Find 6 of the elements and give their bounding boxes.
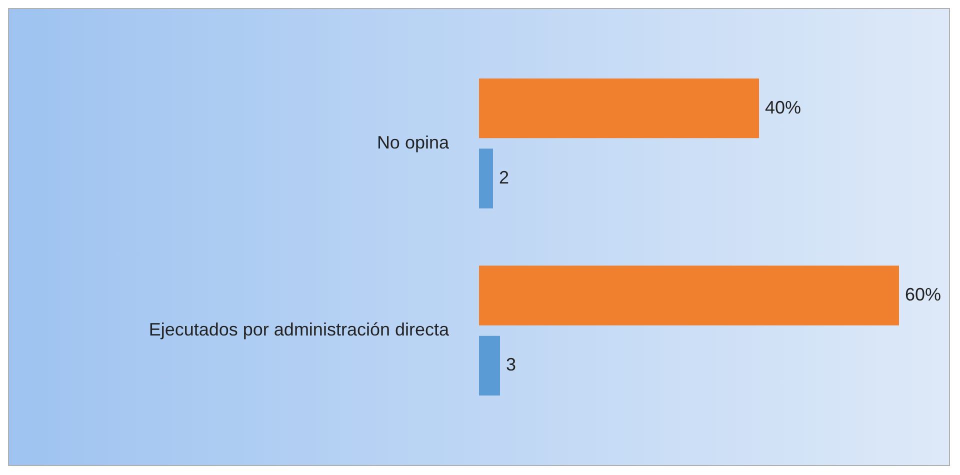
data-label: 40% xyxy=(765,97,802,118)
y-tick-label: Ejecutados por administración directa xyxy=(148,320,450,340)
data-label: 3 xyxy=(506,354,516,375)
data-label: 2 xyxy=(499,167,510,188)
data-label: 60% xyxy=(905,284,942,304)
y-tick-label: No opina xyxy=(376,132,450,152)
